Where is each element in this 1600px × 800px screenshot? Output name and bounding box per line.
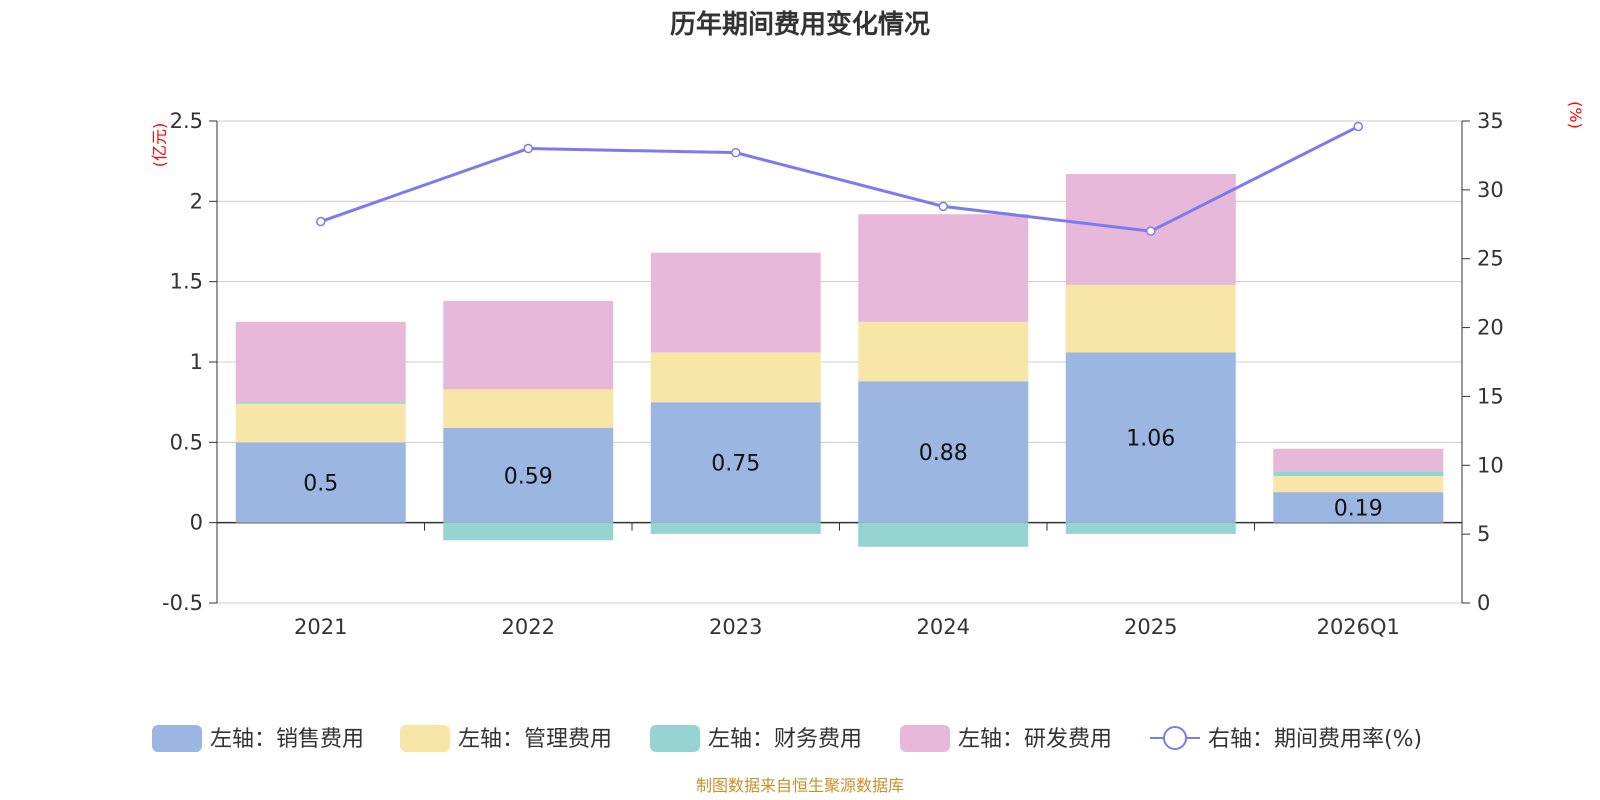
category-label: 2021	[294, 615, 347, 639]
category-label: 2023	[709, 615, 762, 639]
bar-segment	[1065, 522, 1236, 534]
rate-point	[523, 143, 533, 154]
right-tick-label: 20	[1477, 316, 1504, 340]
bar-value-label: 0.75	[711, 451, 760, 476]
bar-segment	[1273, 448, 1444, 472]
left-tick-label: 0.5	[170, 430, 203, 454]
bar-segment	[443, 522, 614, 541]
right-tick-label: 30	[1477, 178, 1504, 202]
right-tick-label: 0	[1477, 591, 1490, 615]
left-tick-label: 2	[190, 189, 203, 213]
bar-segment	[650, 352, 821, 403]
bar-segment	[650, 522, 821, 534]
legend-label: 左轴：财务费用	[708, 727, 862, 752]
bar-segment	[235, 403, 406, 443]
bar-segment	[1065, 352, 1236, 523]
bars-group	[235, 174, 1444, 547]
data-labels-group: 0.5 0.59 0.75 0.88 1.06 0.19	[303, 427, 1382, 522]
bar-value-label: 0.19	[1334, 496, 1383, 521]
right-axis-unit: (%)	[1566, 101, 1585, 129]
source-note: 制图数据来自恒生聚源数据库	[696, 776, 904, 795]
bar-value-label: 0.88	[919, 441, 968, 466]
right-tick-label: 5	[1477, 522, 1490, 546]
right-tick-label: 15	[1477, 384, 1504, 408]
bar-segment	[1065, 284, 1236, 353]
category-label: 2024	[917, 615, 970, 639]
category-label: 2026Q1	[1317, 615, 1400, 639]
legend-marker-icon	[1163, 726, 1187, 750]
rate-point	[1353, 121, 1363, 132]
left-tick-label: 1	[190, 350, 203, 374]
left-tick-label: 0	[190, 511, 203, 535]
bar-segment	[235, 442, 406, 523]
right-tick-label: 35	[1477, 109, 1504, 133]
legend-label: 右轴：期间费用率(%)	[1208, 727, 1422, 752]
bar-segment	[650, 402, 821, 523]
left-tick-label: 1.5	[170, 270, 203, 294]
bar-value-label: 1.06	[1126, 427, 1175, 452]
left-axis-unit: (亿元)	[150, 123, 169, 168]
bar-segment	[858, 522, 1029, 547]
legend-swatch	[400, 725, 450, 752]
legend-label: 左轴：管理费用	[458, 727, 612, 752]
bar-segment	[443, 427, 614, 523]
bar-segment	[858, 214, 1029, 322]
bar-segment	[858, 381, 1029, 523]
category-label: 2022	[502, 615, 555, 639]
rate-line-group	[316, 121, 1363, 236]
rate-point	[1146, 226, 1156, 236]
bar-value-label: 0.5	[303, 472, 338, 497]
legend: 左轴：销售费用 左轴：管理费用 左轴：财务费用 左轴：研发费用 右轴：期间费用率(%)	[152, 725, 1422, 752]
bar-segment	[443, 300, 614, 390]
legend-swatch	[650, 725, 700, 752]
rate-point	[316, 216, 326, 227]
chart-title: 历年期间费用变化情况	[670, 9, 930, 40]
bar-segment	[858, 321, 1029, 382]
right-tick-label: 10	[1477, 453, 1504, 477]
bar-segment	[1273, 471, 1444, 477]
rate-point	[731, 147, 741, 158]
left-tick-label: 2.5	[170, 109, 203, 133]
bar-segment	[1273, 476, 1444, 493]
legend-label: 左轴：研发费用	[958, 727, 1112, 752]
bar-segment	[1273, 492, 1444, 523]
category-label: 2025	[1124, 615, 1177, 639]
right-tick-label: 25	[1477, 247, 1504, 271]
rate-line	[320, 125, 1359, 233]
bar-segment	[443, 389, 614, 428]
legend-swatch	[152, 725, 202, 752]
legend-label: 左轴：销售费用	[210, 727, 364, 752]
bar-value-label: 0.59	[504, 464, 553, 489]
legend-swatch	[900, 725, 950, 752]
rate-point	[938, 201, 948, 212]
bar-segment	[650, 252, 821, 353]
bar-segment	[235, 321, 406, 403]
bar-segment	[235, 402, 406, 404]
left-tick-label: -0.5	[162, 591, 203, 615]
